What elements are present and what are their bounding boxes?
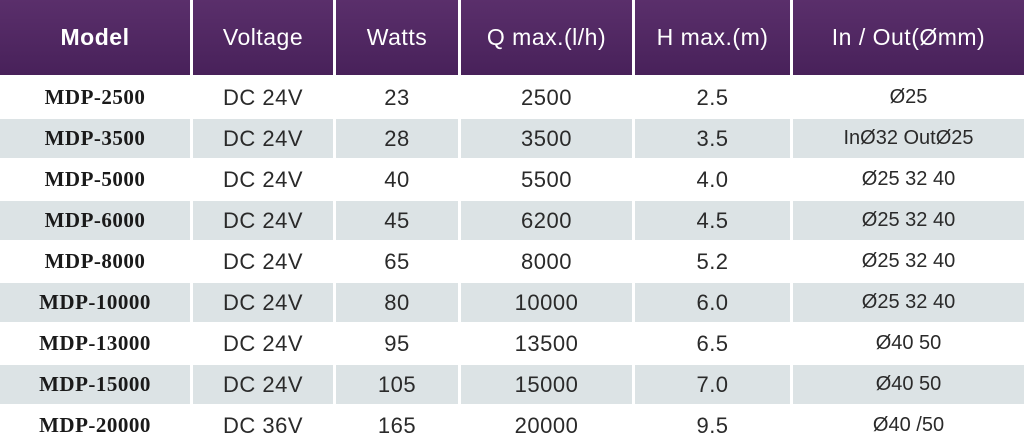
model-cell: MDP-20000 bbox=[39, 413, 151, 437]
data-cell: 45 bbox=[336, 201, 458, 240]
data-cell: Ø25 32 40 bbox=[793, 201, 1024, 240]
model-cell: MDP-10000 bbox=[0, 283, 190, 322]
data-cell: Ø25 32 40 bbox=[793, 283, 1024, 322]
header-cell: Model bbox=[0, 0, 190, 75]
header-cell: Q max.(l/h) bbox=[461, 0, 632, 75]
data-cell: 95 bbox=[384, 330, 410, 356]
data-cell: 15000 bbox=[461, 365, 632, 404]
data-cell: DC 24V bbox=[193, 119, 333, 158]
data-cell: 20000 bbox=[514, 412, 579, 438]
data-cell: 9.5 bbox=[696, 412, 729, 438]
data-cell: 165 bbox=[377, 412, 417, 438]
data-cell: 6.5 bbox=[696, 330, 729, 356]
data-cell: 2.5 bbox=[696, 84, 729, 110]
data-cell: 80 bbox=[336, 283, 458, 322]
data-cell: 7.0 bbox=[635, 365, 790, 404]
data-cell: 28 bbox=[336, 119, 458, 158]
data-cell: DC 24V bbox=[193, 283, 333, 322]
data-cell: 13500 bbox=[514, 330, 579, 356]
data-cell: DC 24V bbox=[193, 201, 333, 240]
data-cell: DC 36V bbox=[222, 412, 304, 438]
data-cell: Ø25 bbox=[889, 86, 928, 108]
header-cell: H max.(m) bbox=[635, 0, 790, 75]
data-cell: 23 bbox=[384, 84, 410, 110]
data-cell: Ø40 50 bbox=[875, 332, 942, 354]
data-cell: 3500 bbox=[461, 119, 632, 158]
data-cell: 6.0 bbox=[635, 283, 790, 322]
data-cell: 65 bbox=[384, 248, 410, 274]
header-cell: In / Out(Ømm) bbox=[793, 0, 1024, 75]
data-cell: 105 bbox=[336, 365, 458, 404]
data-cell: Ø40 /50 bbox=[872, 414, 945, 436]
data-cell: DC 24V bbox=[222, 84, 304, 110]
data-cell: 5.2 bbox=[696, 248, 729, 274]
model-cell: MDP-5000 bbox=[44, 167, 146, 191]
data-cell: Ø40 50 bbox=[793, 365, 1024, 404]
model-cell: MDP-13000 bbox=[39, 331, 151, 355]
data-cell: 5500 bbox=[521, 166, 572, 192]
data-cell: DC 24V bbox=[193, 365, 333, 404]
model-cell: MDP-15000 bbox=[0, 365, 190, 404]
data-cell: DC 24V bbox=[222, 166, 304, 192]
data-cell: DC 24V bbox=[222, 330, 304, 356]
data-cell: 4.5 bbox=[635, 201, 790, 240]
model-cell: MDP-6000 bbox=[0, 201, 190, 240]
data-cell: DC 24V bbox=[222, 248, 304, 274]
data-cell: 8000 bbox=[521, 248, 572, 274]
header-cell: Voltage bbox=[193, 0, 333, 75]
data-cell: 3.5 bbox=[635, 119, 790, 158]
data-cell: 2500 bbox=[521, 84, 572, 110]
model-cell: MDP-3500 bbox=[0, 119, 190, 158]
data-cell: Ø25 32 40 bbox=[861, 168, 956, 190]
header-cell: Watts bbox=[336, 0, 458, 75]
data-cell: InØ32 OutØ25 bbox=[793, 119, 1024, 158]
model-cell: MDP-8000 bbox=[44, 249, 146, 273]
data-cell: 4.0 bbox=[696, 166, 729, 192]
data-cell: 10000 bbox=[461, 283, 632, 322]
model-cell: MDP-2500 bbox=[44, 85, 146, 109]
data-cell: 6200 bbox=[461, 201, 632, 240]
data-cell: Ø25 32 40 bbox=[861, 250, 956, 272]
data-cell: 40 bbox=[384, 166, 410, 192]
